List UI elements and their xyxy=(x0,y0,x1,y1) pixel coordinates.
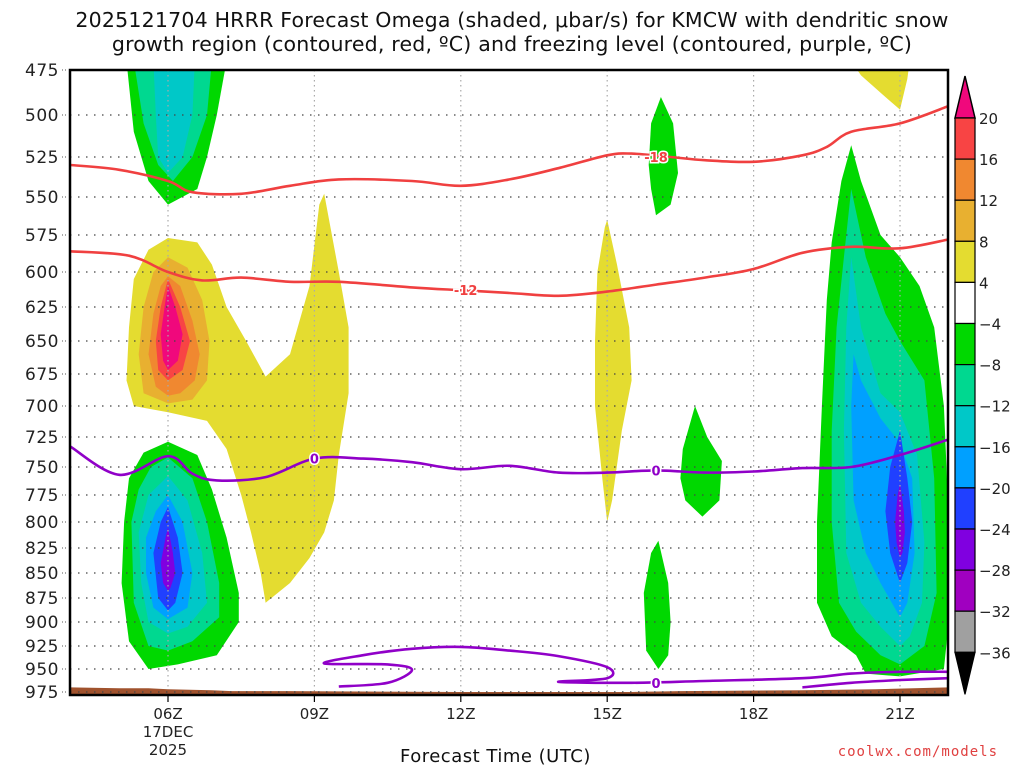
colorbar-bin xyxy=(954,528,976,571)
omega-shading xyxy=(121,70,948,677)
colorbar-bin xyxy=(954,364,976,407)
colorbar-label: −28 xyxy=(979,562,1011,580)
contour-lines: -18 -12 0 0 0 xyxy=(70,104,948,693)
y-tick-label: 825 xyxy=(25,539,59,559)
y-tick-label: 575 xyxy=(25,226,59,246)
colorbar-label: −4 xyxy=(979,316,1001,334)
y-tick-label: 800 xyxy=(25,513,59,533)
colorbar-bin xyxy=(954,322,976,366)
x-axis-label: Forecast Time (UTC) xyxy=(400,746,591,767)
colorbar-label: 20 xyxy=(979,110,998,128)
colorbar-bin xyxy=(954,158,976,201)
y-tick-label: 900 xyxy=(25,613,59,633)
shade-green-17z xyxy=(680,406,722,517)
colorbar-bin xyxy=(954,569,976,612)
x-tick-sublabel: 2025 xyxy=(149,741,187,759)
colorbar-label: −16 xyxy=(979,439,1011,457)
colorbar-label: −8 xyxy=(979,357,1001,375)
x-tick-label: 21Z xyxy=(885,705,914,723)
y-tick-label: 600 xyxy=(25,263,59,283)
contour-line-3 xyxy=(322,645,948,688)
y-tick-label: 775 xyxy=(25,486,59,506)
x-tick-label: 06Z xyxy=(153,705,182,723)
y-tick-label: 650 xyxy=(25,332,59,352)
contour-label: -12 xyxy=(454,284,478,299)
terrain-surface xyxy=(70,687,948,695)
colorbar-label: −32 xyxy=(979,603,1011,621)
colorbar-label: 16 xyxy=(979,151,998,169)
y-tick-label: 750 xyxy=(25,458,59,478)
contour-label: 0 xyxy=(651,464,660,479)
colorbar-bin xyxy=(954,199,976,242)
contour-line-2 xyxy=(70,438,948,482)
y-tick-label: 500 xyxy=(25,106,59,126)
colorbar-bin xyxy=(954,446,976,489)
y-tick-label: 625 xyxy=(25,298,59,318)
y-tick-label: 975 xyxy=(25,683,59,703)
shade-green-16z-lower xyxy=(643,540,671,669)
colorbar-label: 8 xyxy=(979,233,989,251)
y-tick-label: 875 xyxy=(25,589,59,609)
contour-label: 0 xyxy=(310,453,319,468)
contour-line-0 xyxy=(70,104,948,196)
colorbar-label: 4 xyxy=(979,274,989,292)
x-tick-label: 15Z xyxy=(593,705,622,723)
shade-upper-06z-teal xyxy=(153,70,195,173)
y-tick-label: 950 xyxy=(25,660,59,680)
colorbar-label: −36 xyxy=(979,644,1011,662)
y-tick-label: 925 xyxy=(25,637,59,657)
colorbar-bin xyxy=(954,405,976,448)
colorbar-arrow-bottom xyxy=(954,651,976,695)
grid-lines xyxy=(70,70,948,695)
contour-line-4 xyxy=(802,676,948,689)
contour-line-1 xyxy=(70,238,948,298)
contour-label: 0 xyxy=(651,677,660,692)
colorbar-label: −24 xyxy=(979,521,1011,539)
x-tick-label: 09Z xyxy=(300,705,329,723)
colorbar-arrow-top xyxy=(954,75,976,119)
colorbar-bin xyxy=(954,610,976,653)
chart-title: 2025121704 HRRR Forecast Omega (shaded, … xyxy=(0,8,1024,56)
colorbar-label: 12 xyxy=(979,192,998,210)
shade-yellow-21z-top xyxy=(857,70,909,110)
y-tick-label: 475 xyxy=(25,61,59,81)
shade-yellow-15z xyxy=(595,219,632,523)
y-tick-label: 700 xyxy=(25,397,59,417)
x-tick-sublabel: 17DEC xyxy=(143,723,194,741)
contour-label: -18 xyxy=(644,151,668,166)
terrain-fill xyxy=(70,687,948,695)
colorbar-label: −20 xyxy=(979,480,1011,498)
colorbar-bin xyxy=(954,281,976,325)
y-tick-label: 550 xyxy=(25,188,59,208)
colorbar-bin xyxy=(954,487,976,530)
y-axis: 475 500 525 550 575 600 625 650 675 700 725 750 775 8… xyxy=(25,61,67,703)
chart-title-line-2: growth region (contoured, red, ºC) and f… xyxy=(111,32,913,56)
colorbar-label: −12 xyxy=(979,398,1011,416)
y-tick-label: 525 xyxy=(25,148,59,168)
shade-lower-06z-violet xyxy=(160,527,176,591)
x-tick-label: 18Z xyxy=(739,705,768,723)
chart-title-line-1: 2025121704 HRRR Forecast Omega (shaded, … xyxy=(75,8,949,32)
y-tick-label: 725 xyxy=(25,428,59,448)
colorbar: 20 16 12 8 4 −4 −8 −12 −16 −20 −24 −28 −32 −36 xyxy=(954,75,1011,695)
y-tick-label: 850 xyxy=(25,564,59,584)
plot-frame xyxy=(68,68,950,697)
x-tick-label: 12Z xyxy=(446,705,475,723)
colorbar-bin xyxy=(954,117,976,160)
colorbar-bin xyxy=(954,240,976,284)
credit-link[interactable]: coolwx.com/models xyxy=(837,744,998,760)
y-tick-label: 675 xyxy=(25,365,59,385)
